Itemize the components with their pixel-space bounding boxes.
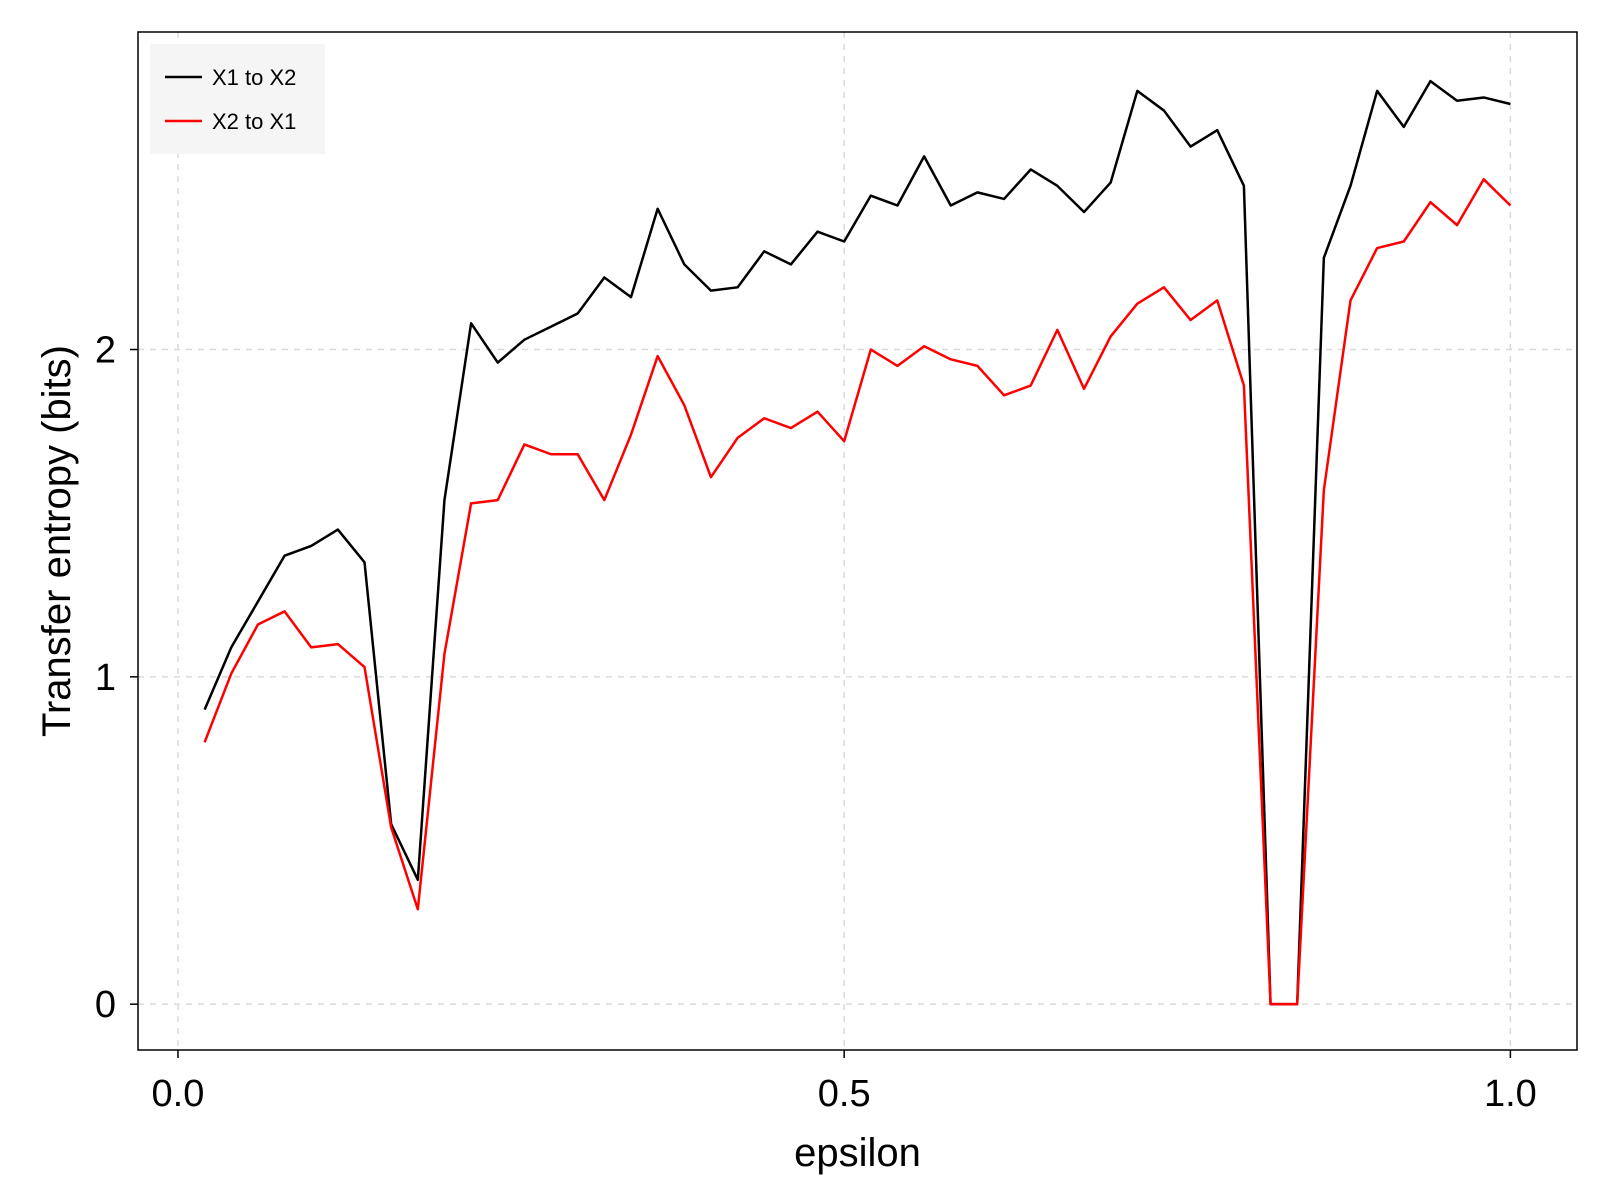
y-axis-title: Transfer entropy (bits) — [35, 345, 79, 737]
legend-label-0: X1 to X2 — [212, 65, 296, 90]
grid — [138, 32, 1577, 1050]
legend-label-1: X2 to X1 — [212, 109, 296, 134]
x-tick-label-0: 0.0 — [152, 1073, 205, 1115]
y-tick-label-0: 0 — [95, 984, 116, 1026]
legend: X1 to X2 X2 to X1 — [150, 44, 325, 154]
x-axis-title: epsilon — [794, 1131, 921, 1175]
series-layer — [203, 79, 1512, 1006]
plot-frame — [137, 31, 1578, 1051]
legend-box — [150, 44, 325, 154]
y-tick-label-2: 2 — [95, 330, 116, 372]
y-tick-label-1: 1 — [95, 657, 116, 699]
series-line-x2-to-x1 — [203, 178, 1512, 1006]
x-tick-label-2: 1.0 — [1484, 1073, 1537, 1115]
x-tick-label-1: 0.5 — [818, 1073, 871, 1115]
axis-ticks: 0.0 0.5 1.0 0 1 2 — [95, 330, 1537, 1115]
